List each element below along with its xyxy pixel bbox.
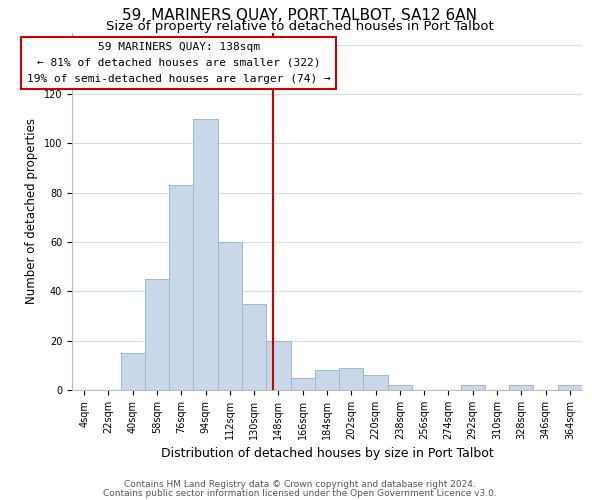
- Bar: [558, 385, 582, 390]
- Bar: [169, 186, 193, 390]
- X-axis label: Distribution of detached houses by size in Port Talbot: Distribution of detached houses by size …: [161, 448, 493, 460]
- Bar: [388, 385, 412, 390]
- Text: 59, MARINERS QUAY, PORT TALBOT, SA12 6AN: 59, MARINERS QUAY, PORT TALBOT, SA12 6AN: [122, 8, 478, 22]
- Bar: [145, 279, 169, 390]
- Bar: [193, 119, 218, 390]
- Bar: [339, 368, 364, 390]
- Bar: [509, 385, 533, 390]
- Bar: [266, 340, 290, 390]
- Bar: [290, 378, 315, 390]
- Bar: [242, 304, 266, 390]
- Bar: [364, 375, 388, 390]
- Bar: [461, 385, 485, 390]
- Y-axis label: Number of detached properties: Number of detached properties: [25, 118, 38, 304]
- Bar: [121, 353, 145, 390]
- Text: Size of property relative to detached houses in Port Talbot: Size of property relative to detached ho…: [106, 20, 494, 33]
- Bar: [315, 370, 339, 390]
- Text: Contains HM Land Registry data © Crown copyright and database right 2024.: Contains HM Land Registry data © Crown c…: [124, 480, 476, 489]
- Bar: [218, 242, 242, 390]
- Text: Contains public sector information licensed under the Open Government Licence v3: Contains public sector information licen…: [103, 488, 497, 498]
- Text: 59 MARINERS QUAY: 138sqm
← 81% of detached houses are smaller (322)
19% of semi-: 59 MARINERS QUAY: 138sqm ← 81% of detach…: [27, 42, 331, 84]
